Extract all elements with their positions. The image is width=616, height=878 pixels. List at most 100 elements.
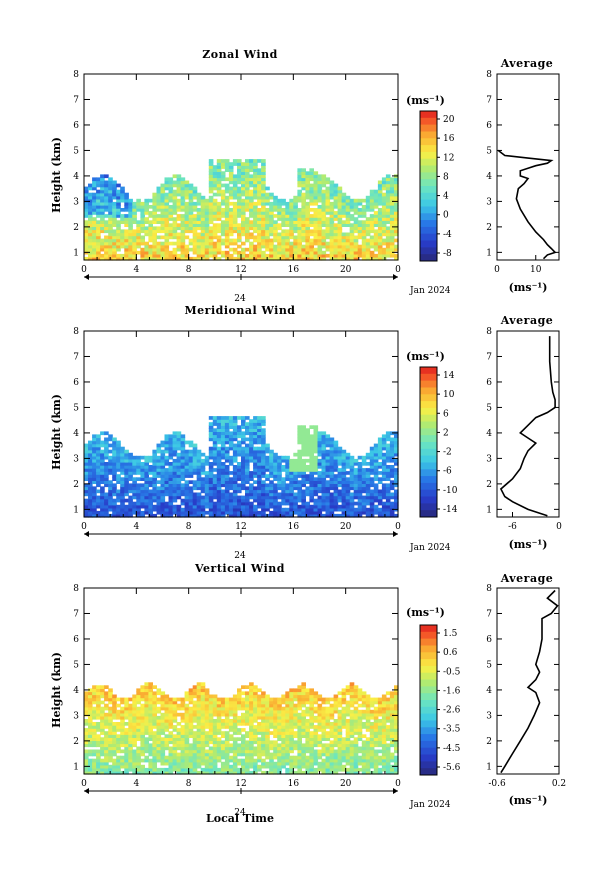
heatmap-cell xyxy=(161,184,166,188)
heatmap-cell xyxy=(140,704,145,708)
heatmap-cell xyxy=(84,691,89,695)
heatmap-cell xyxy=(305,465,310,469)
heatmap-cell xyxy=(305,171,310,175)
colorbar-segment xyxy=(420,207,437,214)
x-tick-label: 20 xyxy=(340,522,352,532)
heatmap-cell xyxy=(350,214,355,218)
heatmap-cell xyxy=(181,508,186,512)
heatmap-cell xyxy=(322,174,327,178)
heatmap-cell xyxy=(144,768,149,772)
heatmap-cell xyxy=(249,159,254,163)
heatmap-cell xyxy=(350,493,355,497)
heatmap-cell xyxy=(144,199,149,203)
heatmap-cell xyxy=(245,159,250,163)
heatmap-cell xyxy=(221,251,226,255)
heatmap-cell xyxy=(213,242,218,246)
heatmap-cell xyxy=(148,220,153,224)
heatmap-cell xyxy=(205,750,210,754)
heatmap-cell xyxy=(366,508,371,512)
y-axis-label: Height (km) xyxy=(50,652,63,728)
heatmap-cell xyxy=(229,698,234,702)
heatmap-cell xyxy=(177,722,182,726)
heatmap-cell xyxy=(281,208,286,212)
heatmap-cell xyxy=(221,208,226,212)
heatmap-cell xyxy=(157,716,162,720)
heatmap-cell xyxy=(165,434,170,438)
heatmap-cell xyxy=(358,220,363,224)
heatmap-cell xyxy=(386,444,391,448)
heatmap-cell xyxy=(148,743,153,747)
heatmap-cell xyxy=(120,214,125,218)
heatmap-cell xyxy=(197,682,202,686)
colorbar-tick-label: 12 xyxy=(443,153,454,163)
heatmap-cell xyxy=(305,202,310,206)
date-marker: 24 xyxy=(234,551,246,561)
heatmap-cell xyxy=(301,425,306,429)
heatmap-cell xyxy=(346,453,351,457)
heatmap-cell xyxy=(241,759,246,763)
heatmap-cell xyxy=(116,254,121,258)
heatmap-cell xyxy=(169,434,174,438)
heatmap-cell xyxy=(374,211,379,215)
heatmap-cell xyxy=(334,184,339,188)
heatmap-cell xyxy=(229,471,234,475)
heatmap-cell xyxy=(253,416,258,420)
heatmap-cell xyxy=(169,242,174,246)
heatmap-cells xyxy=(84,159,399,261)
heatmap-cell xyxy=(257,168,262,172)
heatmap-cell xyxy=(309,184,314,188)
heatmap-cell xyxy=(326,480,331,484)
heatmap-cell xyxy=(189,248,194,252)
x-axis-label: Local Time xyxy=(206,812,274,825)
colorbar-tick-label: 4 xyxy=(443,192,449,202)
heatmap-cell xyxy=(370,214,375,218)
date-label: Jan 2024 xyxy=(409,800,451,810)
heatmap-cell xyxy=(169,462,174,466)
heatmap-cell xyxy=(366,217,371,221)
heatmap-cell xyxy=(136,477,141,481)
heatmap-cell xyxy=(201,477,206,481)
heatmap-cell xyxy=(140,483,145,487)
heatmap-cell xyxy=(378,181,383,185)
heatmap-cell xyxy=(189,441,194,445)
heatmap-cell xyxy=(116,441,121,445)
profile-frame xyxy=(497,74,559,260)
heatmap-cell xyxy=(374,483,379,487)
heatmap-cell xyxy=(350,456,355,460)
colorbar-segment xyxy=(420,166,437,173)
heatmap-cell xyxy=(197,493,202,497)
heatmap-cell xyxy=(261,159,266,163)
heatmap-cell xyxy=(229,202,234,206)
heatmap-cell xyxy=(148,211,153,215)
heatmap-cell xyxy=(96,734,101,738)
heatmap-cell xyxy=(144,217,149,221)
heatmap-cell xyxy=(354,468,359,472)
heatmap-cell xyxy=(120,756,125,760)
heatmap-cell xyxy=(370,477,375,481)
heatmap-cell xyxy=(237,759,242,763)
heatmap-cell xyxy=(285,508,290,512)
heatmap-cell xyxy=(346,471,351,475)
heatmap-cell xyxy=(305,486,310,490)
heatmap-cell xyxy=(157,187,162,191)
heatmap-cell xyxy=(229,162,234,166)
colorbar-segment xyxy=(420,241,437,248)
colorbar-tick-label: -2 xyxy=(443,448,452,458)
heatmap-cell xyxy=(193,202,198,206)
heatmap-cell xyxy=(261,251,266,255)
heatmap-cell xyxy=(96,177,101,181)
heatmap-cell xyxy=(217,236,222,240)
heatmap-cell xyxy=(326,177,331,181)
heatmap-cell xyxy=(297,480,302,484)
heatmap-cell xyxy=(285,456,290,460)
colorbar-tick-label: 16 xyxy=(443,134,455,144)
heatmap-cell xyxy=(161,242,166,246)
heatmap-cell xyxy=(173,217,178,221)
heatmap-cell xyxy=(225,196,230,200)
heatmap-cell xyxy=(213,502,218,506)
heatmap-cell xyxy=(237,245,242,249)
heatmap-cell xyxy=(241,698,246,702)
heatmap-cell xyxy=(124,214,129,218)
heatmap-cell xyxy=(229,431,234,435)
profile-y-tick-label: 5 xyxy=(486,146,492,156)
